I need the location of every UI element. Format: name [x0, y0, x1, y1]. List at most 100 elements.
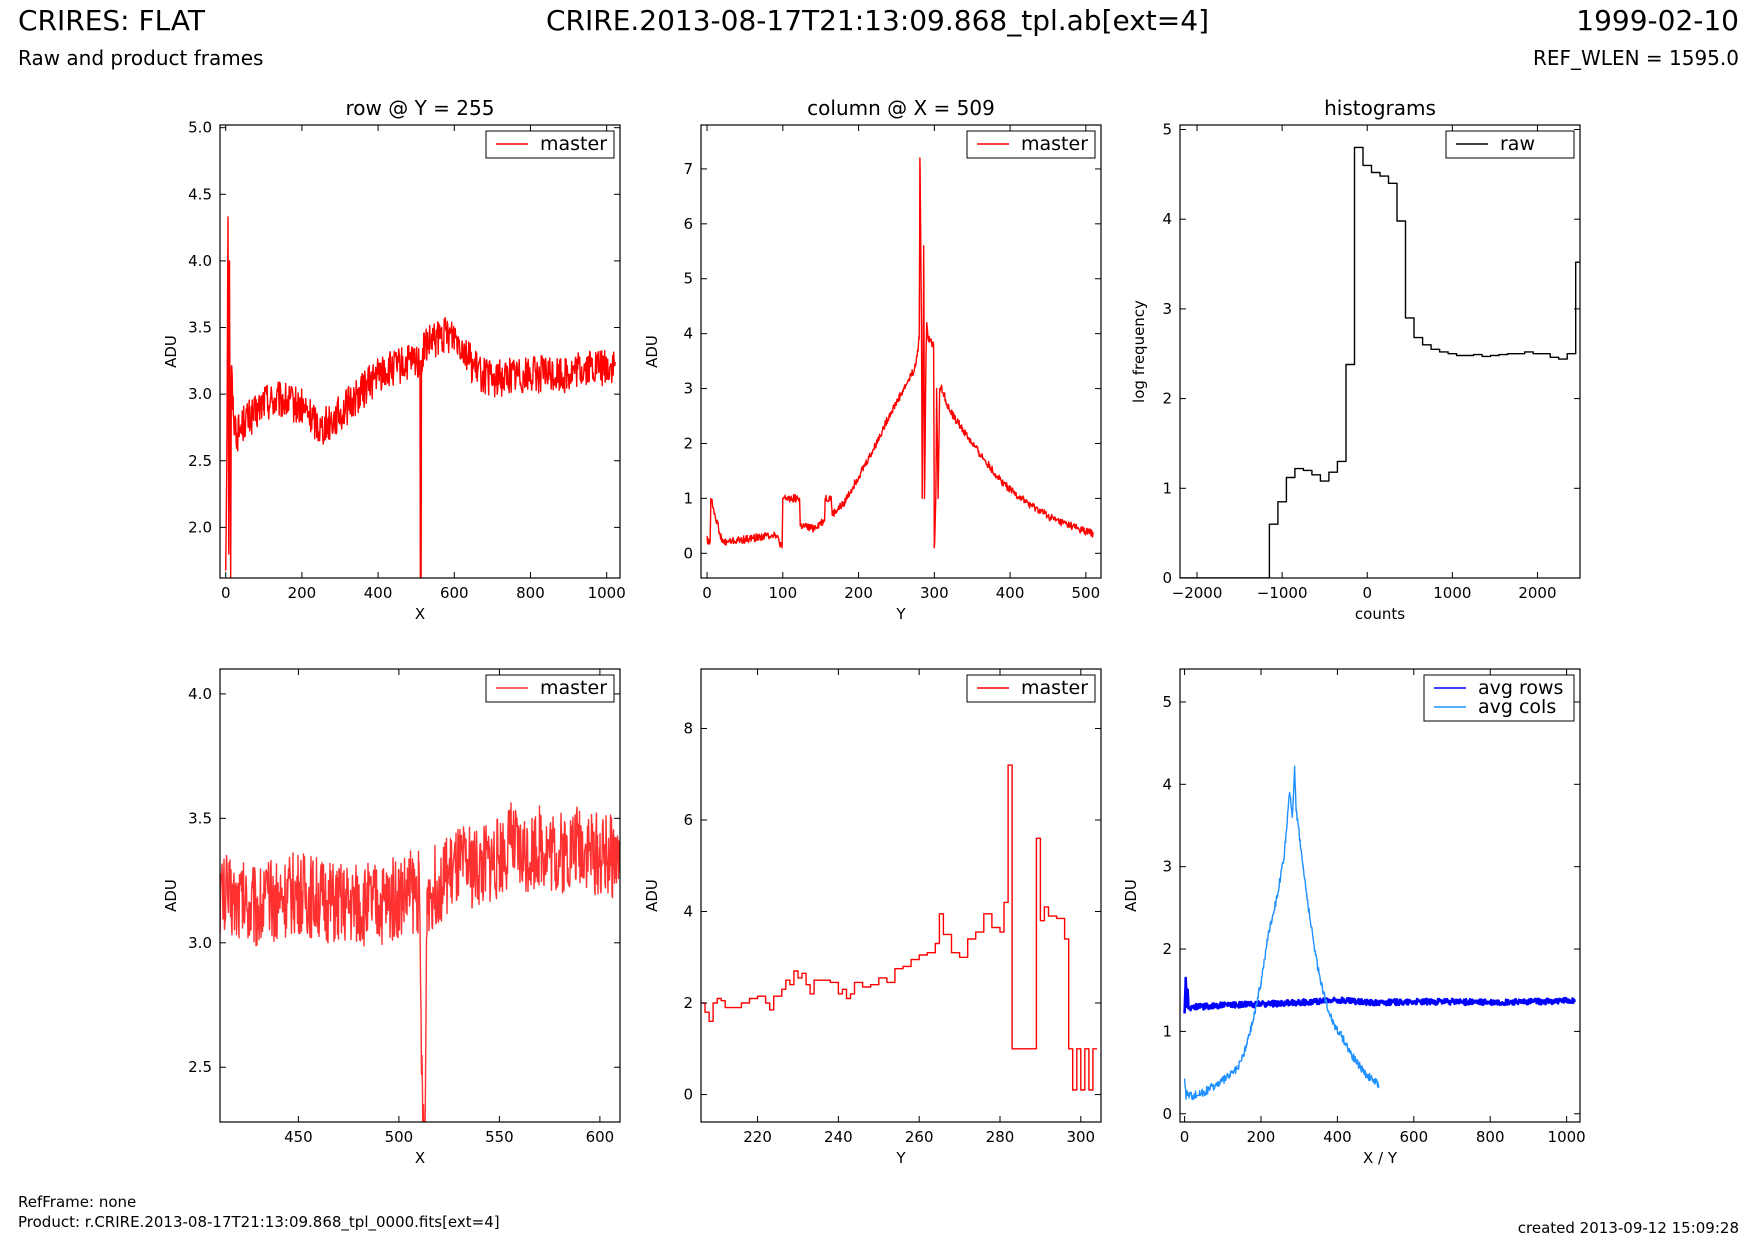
- y-tick-label: 3.0: [188, 934, 212, 952]
- x-tick-label: 800: [1476, 1128, 1505, 1146]
- x-axis-label: X: [415, 1149, 425, 1167]
- created-label: created 2013-09-12 15:09:28: [1517, 1219, 1739, 1237]
- y-tick-label: 3: [683, 380, 693, 398]
- y-tick-label: 4: [1162, 210, 1172, 228]
- plot-frame: [700, 668, 1102, 1123]
- y-tick-label: 4: [1162, 775, 1172, 793]
- y-tick-label: 0: [1162, 569, 1172, 587]
- y-tick-label: 2.0: [188, 518, 212, 536]
- y-tick-label: 6: [683, 811, 693, 829]
- ref-wlen-label: REF_WLEN = 1595.0: [1532, 46, 1739, 70]
- x-axis-label: counts: [1355, 605, 1405, 623]
- y-axis-label: ADU: [1122, 879, 1140, 912]
- x-tick-label: −1000: [1257, 584, 1308, 602]
- legend-box: [485, 674, 615, 703]
- legend-label: master: [1021, 677, 1088, 699]
- plot-frame: [219, 668, 621, 1123]
- x-tick-label: 100: [768, 584, 797, 602]
- legend-label: avg cols: [1478, 696, 1556, 718]
- y-tick-label: 2.5: [188, 452, 212, 470]
- x-tick-label: 300: [1066, 1128, 1095, 1146]
- x-tick-label: 500: [385, 1128, 414, 1146]
- y-tick-label: 4: [683, 325, 693, 343]
- chart-title: histograms: [1324, 96, 1436, 120]
- y-tick-label: 3: [1162, 858, 1172, 876]
- x-tick-label: −2000: [1172, 584, 1223, 602]
- y-tick-label: 5: [1162, 120, 1172, 138]
- y-tick-label: 0: [683, 1086, 693, 1104]
- y-tick-label: 6: [683, 215, 693, 233]
- x-tick-label: 1000: [588, 584, 626, 602]
- x-tick-label: 300: [920, 584, 949, 602]
- y-tick-label: 1: [1162, 479, 1172, 497]
- y-axis-label: ADU: [162, 335, 180, 368]
- x-tick-label: 600: [440, 584, 469, 602]
- x-axis-label: Y: [895, 1149, 906, 1167]
- chart-col-full: 0 100 200 300 400 500 0 1 2 3 4 5 6 7 Y ADU column @ X =…: [643, 96, 1102, 623]
- x-tick-label: 600: [586, 1128, 615, 1146]
- y-tick-label: 2: [683, 434, 693, 452]
- y-tick-label: 0: [1162, 1105, 1172, 1123]
- x-axis-label: X / Y: [1363, 1149, 1398, 1167]
- series-master: [225, 216, 616, 578]
- legend-label: avg rows: [1478, 677, 1563, 699]
- x-tick-label: 200: [844, 584, 873, 602]
- x-tick-label: 200: [1247, 1128, 1276, 1146]
- y-axis-label: log frequency: [1130, 300, 1148, 403]
- y-tick-label: 5: [683, 270, 693, 288]
- y-axis-label: ADU: [162, 879, 180, 912]
- x-tick-label: 800: [516, 584, 545, 602]
- series-master: [220, 802, 620, 1122]
- y-tick-label: 5: [1162, 693, 1172, 711]
- y-axis-label: ADU: [643, 879, 661, 912]
- refframe-label: RefFrame: none: [18, 1193, 137, 1211]
- y-tick-label: 7: [683, 160, 693, 178]
- y-tick-label: 5.0: [188, 119, 212, 137]
- page-title: CRIRES: FLAT: [18, 4, 205, 37]
- x-tick-label: 400: [364, 584, 393, 602]
- series-avg-rows: [1183, 976, 1577, 1014]
- x-tick-label: 240: [824, 1128, 853, 1146]
- y-tick-label: 2: [1162, 940, 1172, 958]
- x-tick-label: 500: [1072, 584, 1101, 602]
- y-tick-label: 2: [1162, 390, 1172, 408]
- y-tick-label: 4.0: [188, 252, 212, 270]
- y-tick-label: 3.5: [188, 319, 212, 337]
- x-tick-label: 200: [288, 584, 317, 602]
- x-tick-label: 450: [284, 1128, 313, 1146]
- product-label: Product: r.CRIRE.2013-08-17T21:13:09.868…: [18, 1213, 500, 1231]
- page-subtitle: Raw and product frames: [18, 46, 264, 70]
- y-tick-label: 4: [683, 903, 693, 921]
- x-tick-label: 1000: [1433, 584, 1471, 602]
- y-tick-label: 4.0: [188, 685, 212, 703]
- x-tick-label: 0: [221, 584, 231, 602]
- x-tick-label: 400: [996, 584, 1025, 602]
- chart-row-zoom: 450 500 550 600 2.5 3.0 3.5 4.0 X ADU master: [162, 668, 621, 1167]
- y-axis-label: ADU: [643, 335, 661, 368]
- frame-name: CRIRE.2013-08-17T21:13:09.868_tpl.ab[ext…: [545, 4, 1209, 37]
- date-label: 1999-02-10: [1576, 4, 1739, 37]
- y-tick-label: 3.0: [188, 385, 212, 403]
- legend-label: master: [1021, 133, 1088, 155]
- x-axis-label: Y: [895, 605, 906, 623]
- legend-box: [1423, 674, 1575, 722]
- y-tick-label: 2: [683, 994, 693, 1012]
- x-axis-label: X: [415, 605, 425, 623]
- chart-avg: 0 200 400 600 800 1000 0 1 2 3 4 5 X / Y ADU avg rowsa…: [1122, 668, 1586, 1167]
- x-tick-label: 220: [743, 1128, 772, 1146]
- y-tick-label: 8: [683, 719, 693, 737]
- x-tick-label: 550: [485, 1128, 514, 1146]
- plot-frame: [700, 124, 1102, 579]
- chart-row-full: 0 200 400 600 800 1000 2.0 2.5 3.0 3.5 4.0 4.5 5.0 X A…: [162, 96, 626, 623]
- legend-label: master: [540, 677, 607, 699]
- chart-title: column @ X = 509: [807, 96, 995, 120]
- x-tick-label: 2000: [1518, 584, 1556, 602]
- legend-box: [966, 130, 1096, 159]
- plot-frame: [219, 124, 621, 579]
- legend-label: raw: [1500, 133, 1535, 155]
- chart-col-zoom: 220 240 260 280 300 0 2 4 6 8 Y ADU master: [643, 668, 1102, 1167]
- y-tick-label: 1: [683, 489, 693, 507]
- series-raw: [1180, 146, 1580, 578]
- x-tick-label: 600: [1399, 1128, 1428, 1146]
